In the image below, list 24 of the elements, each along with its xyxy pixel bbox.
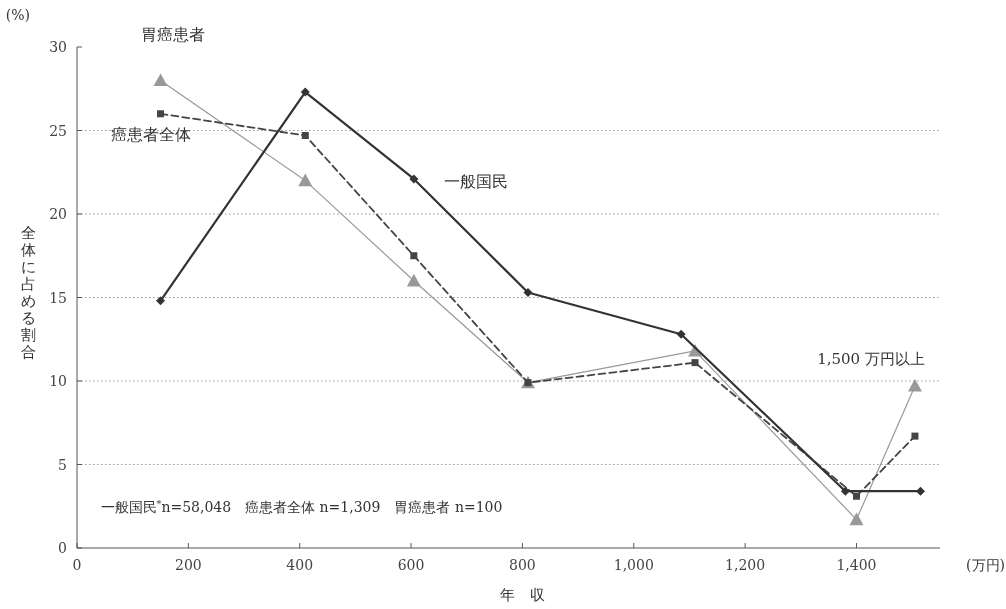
y-tick-label: 15 [49,289,67,306]
y-tick-label: 25 [49,122,67,139]
text: 胃癌患者 [140,25,205,45]
series-label: 一般国民 [443,171,508,191]
y-tick-label: 0 [58,540,67,556]
x-tick-label: 200 [174,557,202,573]
y-tick-label: 20 [49,206,67,222]
y-tick-label: 10 [49,373,67,389]
x-tick-label: 800 [509,557,536,573]
y-axis-title: 全体に占める割合 [20,224,36,361]
text: (%) [5,7,30,23]
annotation: 一般国民$^{*}$n=58,048 癌患者全体 n=1,309 胃癌患者 n=100 [100,497,503,516]
y-tick-label: 30 [49,39,67,55]
x-tick-label: 1,400 [836,557,877,573]
text: (万円) [966,557,1005,573]
x-tick-label: 600 [397,557,425,573]
x-tick-label: 1,200 [725,557,766,573]
series-label: 癌患者全体 [110,124,191,144]
x-tick-label: 0 [72,557,82,573]
y-tick-label: 5 [58,456,67,473]
x-tick-label: 1,000 [613,557,654,573]
x-axis-title: 年 収 [499,586,545,604]
x-tick-label: 400 [286,557,314,573]
annotation: 1,500 万円以上 [817,350,925,369]
